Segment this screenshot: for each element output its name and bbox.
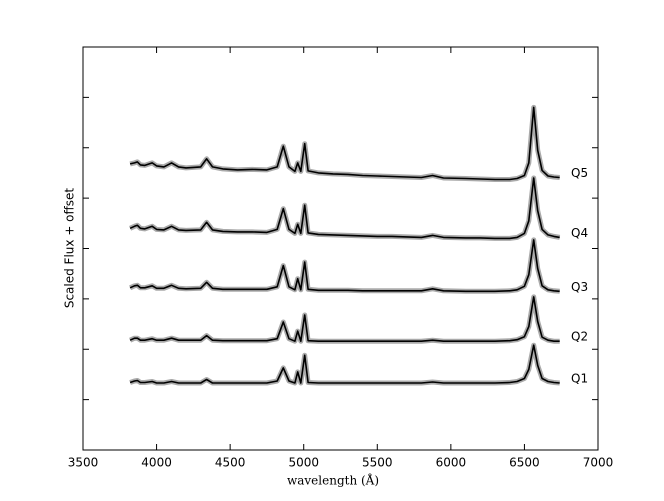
x-tick-label: 7000 <box>583 456 614 470</box>
series-line <box>129 239 560 293</box>
series-label: Q3 <box>571 280 588 294</box>
plot-frame <box>82 46 599 451</box>
series-line <box>129 177 560 240</box>
series-label: Q2 <box>571 330 588 344</box>
x-axis-label: wavelength (Å) <box>287 473 379 488</box>
series-line <box>129 106 560 181</box>
x-tick-label: 4500 <box>215 456 246 470</box>
x-tick-label: 5500 <box>362 456 393 470</box>
series-line <box>129 344 560 384</box>
series-band <box>129 342 560 386</box>
series-label: Q5 <box>571 166 588 180</box>
x-tick-label: 5000 <box>288 456 319 470</box>
x-tick-label: 6500 <box>509 456 540 470</box>
series-label: Q1 <box>571 372 588 386</box>
x-tick-label: 3500 <box>68 456 99 470</box>
series-band <box>129 294 560 344</box>
series-band <box>129 237 560 294</box>
series-label: Q4 <box>571 226 588 240</box>
series-line <box>129 296 560 342</box>
x-tick-label: 4000 <box>141 456 172 470</box>
y-axis-label: Scaled Flux + offset <box>63 188 77 309</box>
series-band <box>129 104 560 182</box>
x-tick-label: 6000 <box>436 456 467 470</box>
